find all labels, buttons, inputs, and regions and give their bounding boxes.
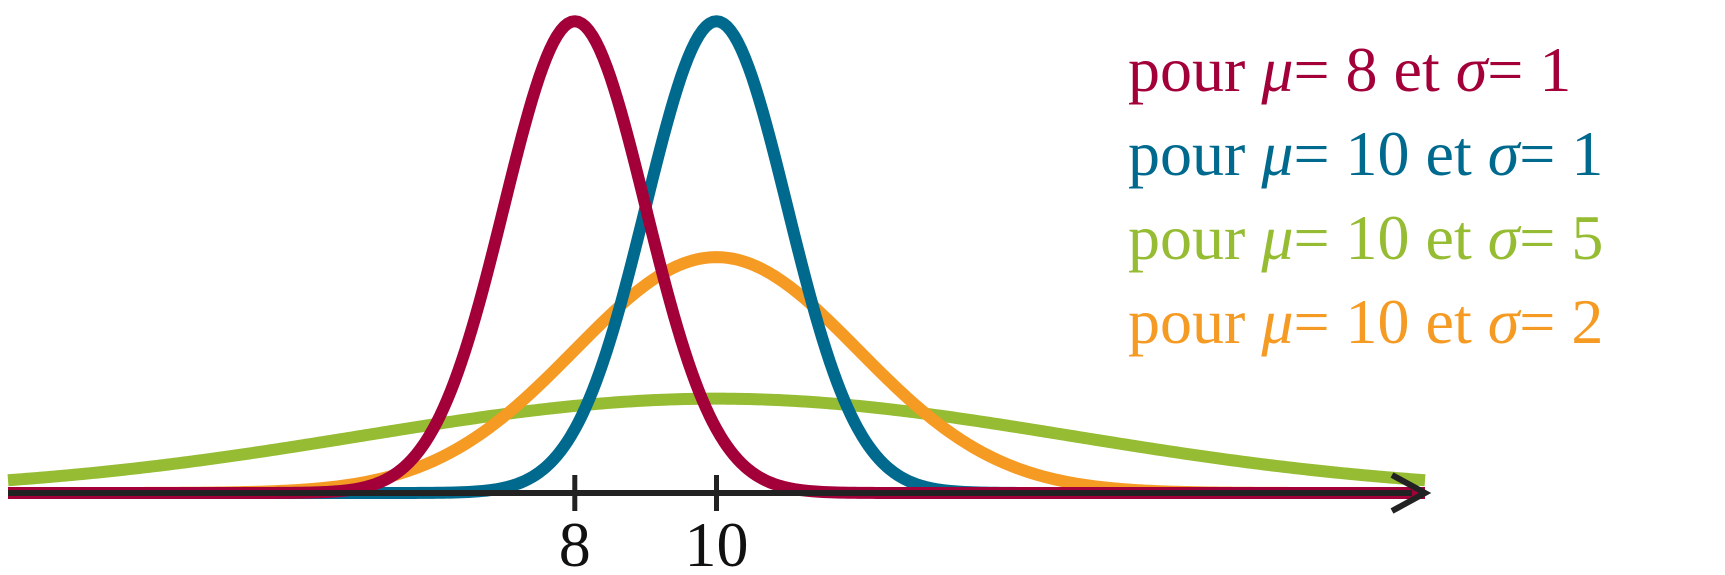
sigma-value: = 2 — [1519, 286, 1604, 357]
x-tick-label-10: 10 — [685, 509, 749, 575]
mu-symbol: μ — [1261, 118, 1294, 189]
x-axis: 8 10 — [8, 472, 1432, 575]
sigma-symbol: σ — [1455, 34, 1488, 105]
legend-mid: et — [1409, 286, 1488, 357]
mu-symbol: μ — [1261, 286, 1294, 357]
legend-mid: et — [1409, 118, 1488, 189]
legend-item-mu-10-sigma-1: pour μ= 10 et σ= 1 — [1128, 112, 1603, 196]
sigma-value: = 1 — [1487, 34, 1572, 105]
mu-value: = 10 — [1293, 202, 1410, 273]
legend-item-mu-10-sigma-5: pour μ= 10 et σ= 5 — [1128, 196, 1603, 280]
legend-prefix: pour — [1128, 286, 1262, 357]
mu-value: = 8 — [1293, 34, 1378, 105]
legend-prefix: pour — [1128, 118, 1262, 189]
mu-value: = 10 — [1293, 118, 1410, 189]
mu-symbol: μ — [1261, 202, 1294, 273]
legend-mid: et — [1409, 202, 1488, 273]
sigma-symbol: σ — [1487, 286, 1520, 357]
legend: pour μ= 8 et σ= 1 pour μ= 10 et σ= 1 pou… — [1128, 28, 1603, 364]
legend-item-mu-10-sigma-2: pour μ= 10 et σ= 2 — [1128, 280, 1603, 364]
x-tick-label-8: 8 — [559, 509, 591, 575]
legend-prefix: pour — [1128, 34, 1262, 105]
x-axis-arrow — [1390, 472, 1432, 514]
legend-prefix: pour — [1128, 202, 1262, 273]
sigma-symbol: σ — [1487, 118, 1520, 189]
legend-mid: et — [1377, 34, 1456, 105]
sigma-value: = 1 — [1519, 118, 1604, 189]
legend-item-mu-8-sigma-1: pour μ= 8 et σ= 1 — [1128, 28, 1603, 112]
sigma-symbol: σ — [1487, 202, 1520, 273]
mu-symbol: μ — [1261, 34, 1294, 105]
curve-mu-10-sigma-5 — [5, 392, 1428, 487]
sigma-value: = 5 — [1519, 202, 1604, 273]
mu-value: = 10 — [1293, 286, 1410, 357]
